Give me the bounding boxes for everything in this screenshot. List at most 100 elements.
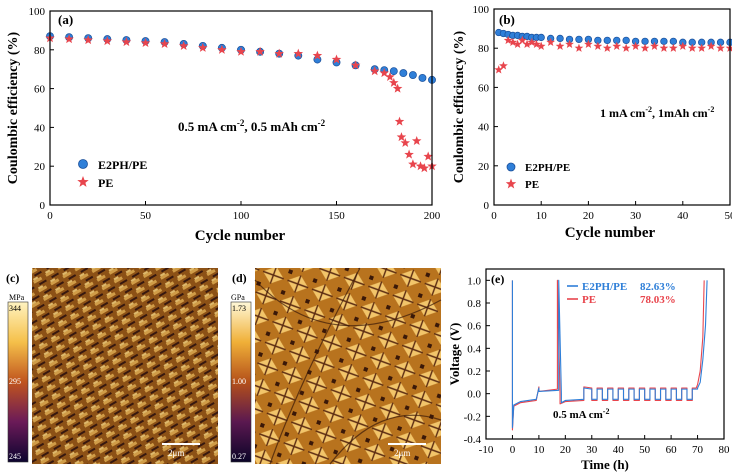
x-tick-label: 30 — [586, 444, 598, 456]
pe-point — [640, 43, 650, 52]
e2ph-point — [556, 34, 564, 43]
y-tick-label: 80 — [478, 43, 490, 55]
pe-point — [140, 38, 151, 48]
pe-point — [274, 48, 284, 58]
panel-e-annotation: 0.5 mA cm-2 — [553, 407, 609, 421]
x-tick-label: 20 — [583, 210, 595, 222]
x-tick-label: 100 — [233, 210, 250, 222]
pe-point — [385, 71, 395, 82]
y-tick-label: 0.0 — [467, 389, 481, 401]
pe-point — [293, 48, 304, 58]
pe-point — [159, 38, 170, 49]
legend-a-pe-label: PE — [98, 176, 113, 190]
panel-e-xlabel: Time (h) — [581, 457, 629, 472]
x-tick-label: 0 — [510, 444, 516, 456]
x-tick-label: 80 — [719, 444, 731, 456]
x-tick-label: -10 — [479, 444, 494, 456]
pe-point — [678, 41, 688, 50]
legend-e-pe-value: 78.03% — [640, 294, 676, 306]
pe-point — [400, 137, 411, 147]
panel-d-scale-mid: 1.00 — [232, 377, 246, 386]
pe-point — [494, 65, 504, 74]
pe-point — [631, 41, 640, 50]
pe-point — [394, 116, 405, 126]
panel-d-unit: GPa — [231, 293, 245, 302]
pe-point — [499, 61, 508, 70]
pe-point — [659, 43, 669, 52]
x-tick-label: 40 — [677, 210, 689, 222]
pe-point — [408, 159, 418, 169]
legend-b-pe-marker — [505, 178, 517, 189]
y-tick-label: 60 — [34, 84, 46, 96]
x-tick-label: 10 — [533, 444, 545, 456]
panel-c-unit: MPa — [9, 293, 25, 302]
panel-c-scale-max: 344 — [9, 304, 21, 313]
panel-b-annotation: 1 mA cm-2, 1mAh cm-2 — [600, 105, 714, 120]
legend-b-pe-label: PE — [525, 179, 539, 191]
panel-d-map — [255, 268, 441, 464]
e2ph-point — [389, 67, 398, 76]
panel-d-label: (d) — [232, 271, 247, 285]
panel-c-label: (c) — [6, 271, 19, 285]
pe-point — [612, 41, 622, 50]
x-tick-label: 0 — [491, 210, 497, 222]
panel-d-scale-min: 0.27 — [232, 452, 246, 461]
y-tick-label: 0.2 — [467, 366, 481, 378]
pe-point — [415, 161, 426, 171]
pe-point — [198, 42, 208, 52]
panel-a-annotation: 0.5 mA cm-2, 0.5 mAh cm-2 — [178, 118, 326, 134]
pe-point — [121, 37, 132, 47]
pe-point — [513, 39, 522, 48]
x-tick-label: 70 — [692, 444, 704, 456]
panel-d-scale-max: 1.73 — [232, 304, 246, 313]
x-tick-label: 50 — [725, 210, 732, 222]
pe-point — [102, 36, 113, 46]
pe-point — [546, 37, 556, 47]
pe-point — [584, 39, 593, 48]
panel-d-afm-image: (d) GPa 1.73 1.00 0.27 2μm — [230, 267, 442, 465]
pe-point — [419, 163, 430, 173]
e2ph-point — [726, 38, 732, 46]
pe-point — [236, 46, 246, 56]
panel-a-ylabel: Coulombic efficiency (%) — [6, 31, 21, 184]
pe-point — [697, 43, 707, 52]
e2ph-point — [537, 33, 545, 42]
e2ph-point — [622, 36, 630, 45]
pe-point — [369, 66, 380, 76]
pe-point — [178, 40, 189, 50]
panel-c-map — [32, 268, 218, 464]
panel-b-ylabel: Coulombic efficiency (%) — [452, 30, 467, 183]
pe-point — [522, 39, 532, 48]
y-tick-label: 40 — [34, 122, 46, 134]
panel-a-label: (a) — [58, 12, 73, 27]
x-tick-label: 200 — [424, 210, 441, 222]
x-tick-label: 50 — [639, 444, 651, 456]
y-tick-label: -0.4 — [464, 434, 482, 446]
x-tick-label: 0 — [47, 210, 53, 222]
panel-e-legend: E2PH/PE 82.63% PE 78.03% — [567, 281, 676, 306]
panel-e-label: (e) — [491, 272, 504, 286]
pe-point — [602, 43, 612, 52]
pe-point — [536, 41, 546, 50]
pe-point — [217, 44, 227, 54]
y-tick-label: 1.0 — [467, 275, 481, 287]
x-tick-label: 40 — [613, 444, 625, 456]
pe-point — [687, 43, 697, 52]
pe-point — [350, 60, 361, 70]
x-tick-label: 20 — [560, 444, 572, 456]
panel-b-chart: (b) 0 10 20 30 40 50 0 20 40 60 80 100 Cycle number… — [452, 4, 732, 241]
y-tick-label: 100 — [29, 6, 46, 18]
pe-point — [503, 35, 513, 45]
pe-point — [392, 83, 403, 93]
panel-a-chart: (a) 0 50 100 150 200 0 20 40 60 80 100 Cycle numbe… — [6, 6, 441, 244]
y-tick-label: 80 — [34, 45, 46, 57]
pe-point — [312, 50, 323, 60]
pe-point — [389, 77, 399, 87]
pe-point — [396, 132, 407, 142]
e2ph-point — [575, 35, 583, 44]
pe-point — [527, 37, 537, 47]
x-tick-label: 60 — [666, 444, 678, 456]
legend-e-pe-label: PE — [582, 294, 596, 306]
pe-point — [508, 37, 518, 47]
